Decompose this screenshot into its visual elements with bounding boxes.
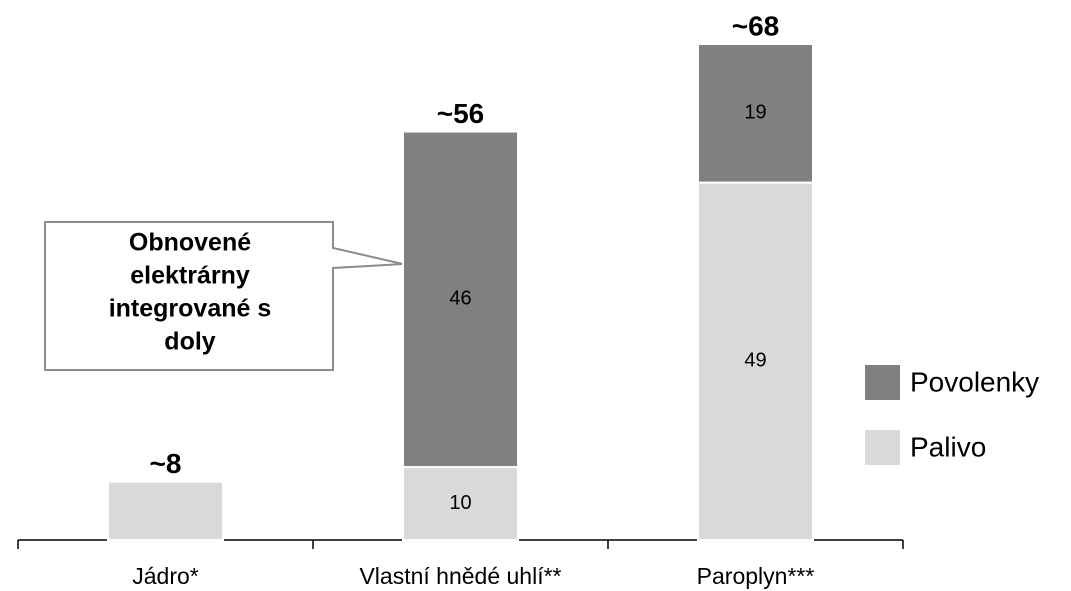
- annotation-text: integrované s: [109, 295, 272, 323]
- annotation-text: doly: [164, 328, 215, 356]
- data-label: 10: [449, 492, 471, 514]
- legend-label: Palivo: [910, 431, 986, 462]
- annotation-text: elektrárny: [130, 262, 250, 290]
- x-tick-label: Vlastní hnědé uhlí**: [359, 563, 561, 589]
- bar-segment: [402, 466, 519, 542]
- legend-swatch: [865, 430, 900, 465]
- total-label: ~68: [732, 10, 780, 41]
- bar-segment: [697, 43, 814, 184]
- total-label: ~56: [437, 98, 485, 129]
- x-tick-label: Jádro*: [132, 563, 199, 589]
- callout-box: [44, 221, 404, 371]
- data-label: 46: [449, 288, 471, 310]
- data-label: 19: [744, 102, 766, 124]
- legend-label: Povolenky: [910, 366, 1039, 397]
- bar-segment: [107, 480, 224, 542]
- bar-segment: [697, 181, 814, 542]
- legend-swatch: [865, 365, 900, 400]
- annotation-text: Obnovené: [129, 229, 251, 257]
- x-tick-label: Paroplyn***: [697, 563, 815, 589]
- data-label: 49: [744, 350, 766, 372]
- total-label: ~8: [150, 448, 182, 479]
- bar-segment: [402, 130, 519, 469]
